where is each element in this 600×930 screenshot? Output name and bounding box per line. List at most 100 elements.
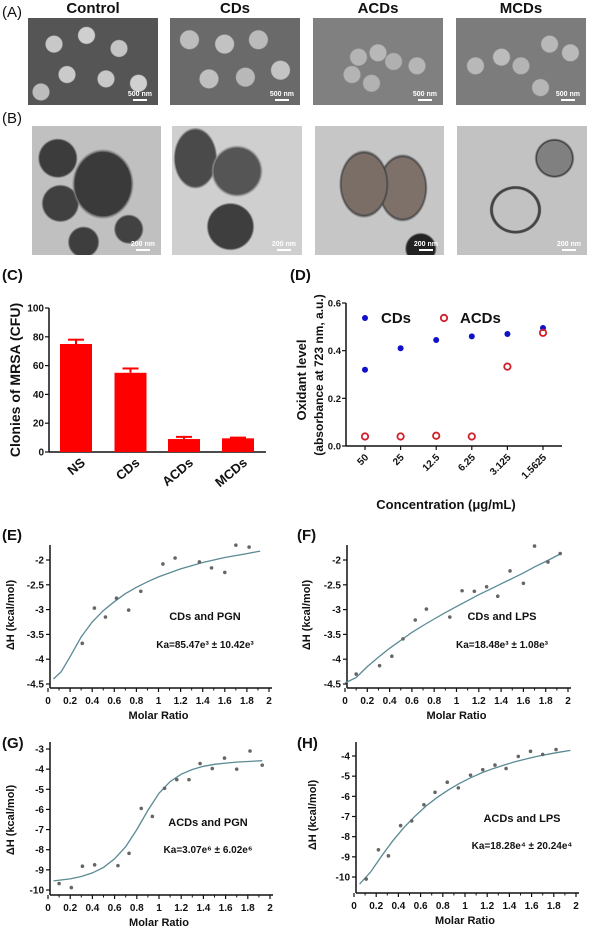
y-tick-label: -5 (341, 772, 350, 783)
data-point (57, 881, 61, 886)
data-point-cds (362, 366, 368, 373)
data-point (127, 851, 131, 856)
data-point (532, 544, 537, 548)
y-tick-label: 60 (33, 361, 45, 372)
x-tick-label: NS (64, 455, 88, 478)
data-point (92, 606, 97, 610)
data-point (197, 560, 202, 564)
y-tick-label: -4 (341, 752, 350, 763)
y-tick-label: 0 (38, 448, 44, 459)
x-tick-label: ACDs (159, 455, 196, 489)
sem-image-cds: 500 nm (170, 18, 300, 105)
scale-bar: 200 nm (557, 241, 581, 251)
x-tick-label: 1.8 (547, 901, 561, 912)
x-tick-label: 0.8 (129, 696, 143, 707)
scale-bar: 200 nm (272, 241, 296, 251)
y-tick-label: -3.5 (27, 630, 45, 641)
y-axis-label: ΔH (kcal/mol) (5, 785, 17, 856)
x-tick-label: 0 (351, 901, 357, 912)
x-tick-label: 1 (454, 696, 460, 707)
data-point (468, 773, 473, 777)
x-tick-label: 0.4 (85, 903, 99, 914)
data-point (558, 551, 562, 556)
annotation-label: ACDs and LPS (483, 813, 560, 825)
x-tick-label: 1.4 (502, 901, 516, 912)
x-tick-label: 2 (267, 903, 273, 914)
legend-marker-acds (439, 313, 449, 323)
panel-label-f: (F) (297, 527, 316, 544)
x-tick-label: 1.6 (218, 696, 232, 707)
data-point (508, 569, 512, 573)
y-tick-label: -2.5 (324, 580, 342, 591)
y-axis-label: (absorbance at 723 nm, a.u.) (312, 294, 326, 455)
data-point (386, 854, 391, 858)
x-tick-label: 0.8 (427, 696, 441, 707)
data-point (114, 596, 119, 600)
y-tick-label: 0.6 (328, 299, 341, 310)
x-tick-label: 0.2 (63, 903, 77, 914)
y-tick-label: -4.5 (27, 680, 45, 691)
y-tick-label: -10 (336, 873, 351, 884)
data-point (210, 766, 215, 771)
y-tick-label: -9 (35, 865, 44, 876)
data-point (472, 589, 477, 594)
x-tick-label: 1 (156, 696, 162, 707)
data-point (493, 763, 497, 767)
x-axis-label: Concentration (μg/mL) (376, 497, 515, 512)
y-tick-label: -4 (332, 655, 341, 666)
y-tick-label: -2 (332, 556, 341, 567)
data-point (139, 806, 144, 811)
data-point-cds (433, 336, 440, 343)
data-point-acds (538, 328, 548, 337)
x-axis-label: Molar Ratio (129, 710, 189, 722)
x-tick-label: MCDs (212, 455, 250, 490)
legend-marker-cds (362, 315, 368, 321)
y-axis-label: Clonies of MRSA (CFU) (7, 303, 23, 457)
data-point (448, 615, 452, 619)
x-tick-label: 25 (391, 452, 407, 468)
bar-mcds (222, 438, 254, 452)
ka-value: Ka=3.07e⁶ ± 6.02e⁶ (164, 845, 253, 856)
x-tick-label: CDs (113, 455, 143, 483)
x-tick-label: 1.4 (196, 903, 210, 914)
data-point (364, 877, 369, 881)
x-tick-label: 50 (355, 452, 371, 468)
data-point (504, 766, 508, 771)
x-tick-label: 0.6 (107, 696, 121, 707)
column-title-acds: ACDs (357, 0, 399, 17)
data-point (92, 863, 97, 867)
y-axis-label: ΔH (kcal/mol) (301, 580, 313, 651)
data-point-acds (467, 432, 476, 441)
sem-image-mcds: 500 nm (456, 18, 586, 105)
panel-label-d: (D) (290, 267, 311, 284)
data-point (354, 672, 358, 676)
panel-label-e: (E) (2, 527, 22, 544)
tem-image-cds: 200 nm (172, 126, 302, 255)
x-tick-label: 0 (342, 696, 348, 707)
y-axis-label: ΔH (kcal/mol) (307, 780, 319, 851)
data-point (248, 749, 252, 753)
data-point (187, 777, 191, 782)
data-point (103, 615, 108, 619)
data-point-cds (468, 333, 475, 340)
data-point (139, 589, 143, 594)
data-point-acds (432, 431, 441, 440)
x-tick-label: 1.5625 (520, 452, 550, 482)
data-point (422, 803, 426, 807)
data-point-acds (503, 362, 512, 371)
y-tick-label: 0.2 (328, 394, 341, 405)
ka-value: Ka=18.28e⁴ ± 20.24e⁴ (472, 841, 573, 852)
column-title-mcds: MCDs (499, 0, 543, 17)
y-tick-label: -10 (30, 886, 45, 897)
bar-ns (60, 344, 92, 452)
y-tick-label: -2.5 (27, 580, 45, 591)
y-tick-label: -3 (332, 605, 341, 616)
x-tick-label: 0.2 (63, 696, 77, 707)
x-tick-label: 0.6 (414, 901, 428, 912)
legend-label-cds: CDs (381, 310, 411, 327)
x-tick-label: 3.125 (488, 452, 514, 478)
x-tick-label: 0.4 (383, 696, 397, 707)
y-tick-label: -4.5 (324, 680, 342, 691)
scale-bar: 200 nm (131, 241, 155, 251)
x-axis-label: Molar Ratio (129, 917, 189, 929)
